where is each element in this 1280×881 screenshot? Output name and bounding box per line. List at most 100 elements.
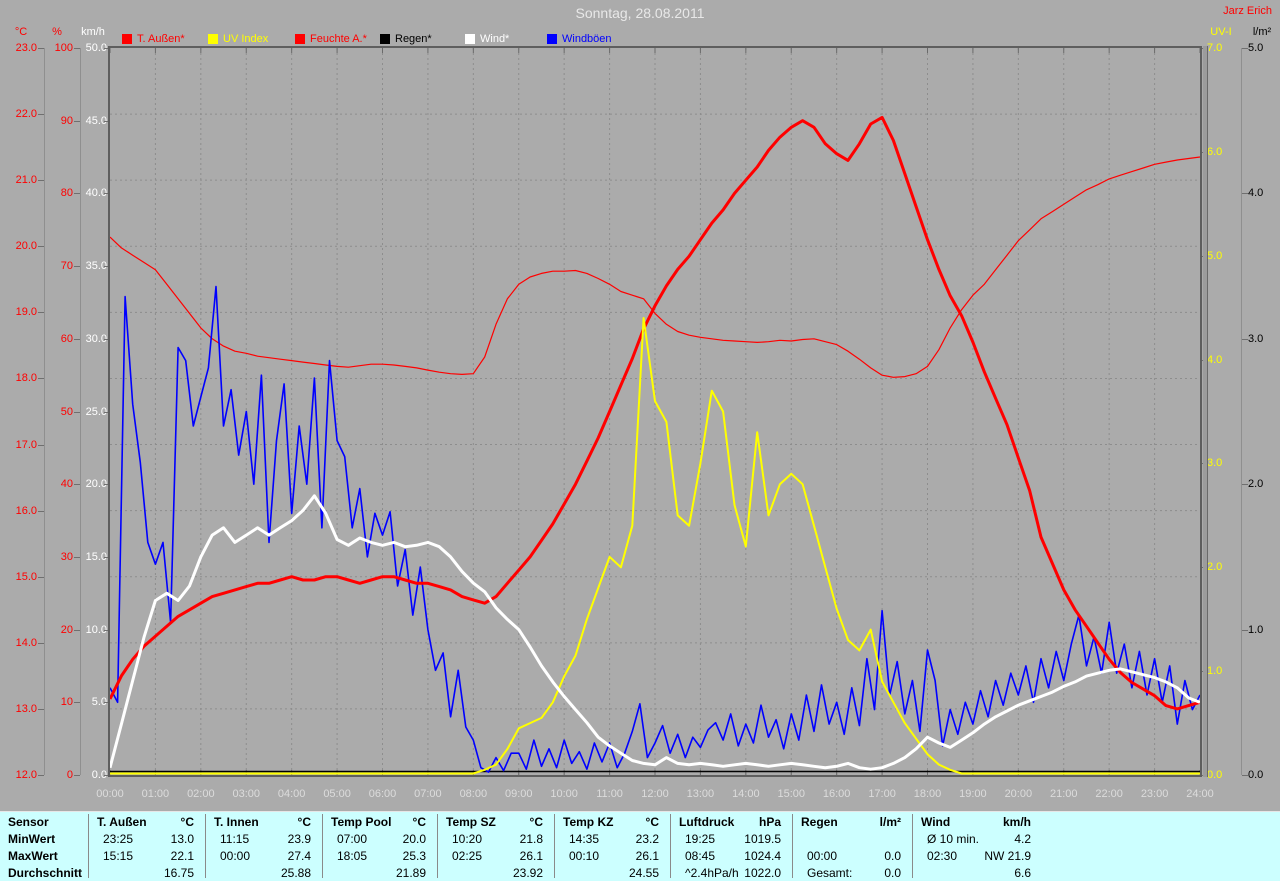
x-axis-tick-label: 15:00 — [777, 788, 806, 800]
y-axis-tick-label: 35.0 — [85, 260, 107, 273]
table-value-cell: 26.1 — [635, 849, 659, 863]
y-axis-tick-label: 30 — [60, 550, 73, 563]
table-row-label: Durchschnitt — [8, 866, 83, 880]
x-axis-tick-label: 11:00 — [596, 788, 623, 800]
legend-item-label: Regen* — [395, 33, 432, 45]
axis-header: km/h — [81, 26, 105, 38]
y-axis-tick-label: 10 — [60, 696, 73, 709]
y-axis-tick-label: 90 — [60, 114, 73, 127]
table-value-cell: 0.0 — [884, 849, 901, 863]
legend-item: Regen* — [380, 33, 490, 45]
table-sensor-unit: °C — [412, 815, 426, 829]
y-axis-tick — [104, 338, 110, 340]
table-value-cell: 1019.5 — [744, 832, 781, 846]
x-axis-tick-label: 14:00 — [732, 788, 760, 800]
y-axis-tick-label: 13.0 — [15, 702, 37, 715]
table-time-cell: 23:25 — [103, 832, 134, 846]
x-axis-tick-label: 03:00 — [232, 788, 261, 800]
y-axis-tick-label: 25.0 — [85, 405, 107, 418]
series-feuchte-a- — [110, 156, 1200, 378]
y-axis-tick-label: 20.0 — [15, 240, 37, 253]
table-time-cell: ^2.4hPa/h — [685, 866, 739, 880]
y-axis-tick-label: 5.0 — [91, 696, 107, 709]
x-axis-tick-label: 00:00 — [96, 788, 124, 800]
y-axis-tick — [38, 246, 44, 248]
table-value-cell: 21.8 — [519, 832, 543, 846]
y-axis-tick — [38, 775, 44, 776]
y-axis-tick-label: 19.0 — [15, 306, 37, 319]
table-sensor-name: T. Außen — [97, 815, 147, 829]
y-axis-tick — [104, 193, 110, 195]
legend-item-label: Feuchte A.* — [310, 33, 367, 45]
x-axis-tick-label: 21:00 — [1049, 788, 1078, 800]
y-axis-tick-label: 1.0 — [1207, 665, 1223, 678]
series-uv-index — [110, 317, 1200, 775]
table-sensor-unit: l/m² — [879, 815, 901, 829]
series-wind- — [110, 494, 1200, 771]
y-axis-tick — [74, 411, 80, 413]
y-axis-tick-label: 20 — [60, 623, 73, 636]
y-axis-tick — [38, 642, 44, 644]
table-sensor-unit: hPa — [758, 815, 781, 829]
y-axis-tick — [104, 411, 110, 413]
y-axis-tick-label: 60 — [60, 332, 73, 345]
legend-item-label: T. Außen* — [137, 33, 185, 45]
table-value-cell: 23.2 — [635, 832, 659, 846]
x-axis-tick-label: 19:00 — [959, 788, 987, 800]
table-time-cell: 00:00 — [220, 849, 251, 863]
x-axis-tick-label: 12:00 — [641, 788, 669, 800]
y-axis-tick-label: 30.0 — [85, 332, 107, 345]
axis-line — [1241, 48, 1242, 775]
x-axis-tick-label: 02:00 — [187, 788, 215, 800]
x-axis-tick-label: 16:00 — [822, 788, 851, 800]
y-axis-tick-label: 17.0 — [15, 438, 37, 451]
y-axis-tick-label: 0.0 — [91, 769, 107, 781]
legend-swatch — [465, 34, 475, 44]
y-axis-tick-label: 18.0 — [15, 372, 37, 385]
y-axis-tick-label: 2.0 — [1207, 561, 1223, 574]
y-axis-tick-label: 5.0 — [1207, 249, 1223, 262]
table-value-cell: 26.1 — [519, 849, 543, 863]
table-time-cell: 08:45 — [685, 849, 716, 863]
y-axis-tick — [74, 556, 80, 558]
y-axis-tick-label: 20.0 — [85, 478, 107, 491]
y-axis-tick-label: 80 — [60, 187, 73, 200]
y-axis-tick-label: 3.0 — [1248, 332, 1264, 345]
legend-item: Feuchte A.* — [295, 33, 405, 45]
y-axis-tick-label: 0.0 — [1248, 769, 1264, 781]
y-axis-tick — [1242, 193, 1248, 195]
x-axis-tick-label: 13:00 — [686, 788, 715, 800]
x-axis-tick-label: 01:00 — [141, 788, 170, 800]
x-axis-tick-label: 06:00 — [368, 788, 397, 800]
table-time-cell: 10:20 — [452, 832, 483, 846]
y-axis-tick — [74, 775, 80, 776]
table-value-cell: 22.1 — [170, 849, 194, 863]
table-value-cell: 1022.0 — [744, 866, 781, 880]
y-axis-tick — [104, 120, 110, 122]
x-axis-tick-label: 07:00 — [414, 788, 442, 800]
legend-item: Wind* — [465, 33, 575, 45]
x-axis-tick-label: 20:00 — [1004, 788, 1033, 800]
table-value-cell: 6.6 — [1014, 866, 1031, 880]
legend-swatch — [295, 34, 305, 44]
table-column-separator — [437, 814, 438, 878]
y-axis-tick — [38, 708, 44, 710]
legend-item: UV Index — [208, 33, 318, 45]
table-value-cell: 16.75 — [163, 866, 194, 880]
y-axis-tick-label: 10.0 — [85, 623, 107, 636]
table-value-cell: 23.9 — [287, 832, 311, 846]
y-axis-tick — [38, 48, 44, 49]
legend-item: Windböen — [547, 33, 657, 45]
table-time-cell: 11:15 — [220, 832, 250, 846]
plot-frame — [108, 46, 1202, 777]
table-value-cell: 0.0 — [884, 866, 901, 880]
y-axis-tick-label: 45.0 — [85, 114, 107, 127]
y-axis-tick — [104, 48, 110, 49]
legend-swatch — [547, 34, 557, 44]
table-value-cell: 21.89 — [395, 866, 426, 880]
table-sensor-name: Temp KZ — [563, 815, 614, 829]
table-value-cell: 20.0 — [402, 832, 426, 846]
table-value-cell: 4.2 — [1014, 832, 1031, 846]
y-axis-tick-label: 5.0 — [1248, 42, 1264, 54]
